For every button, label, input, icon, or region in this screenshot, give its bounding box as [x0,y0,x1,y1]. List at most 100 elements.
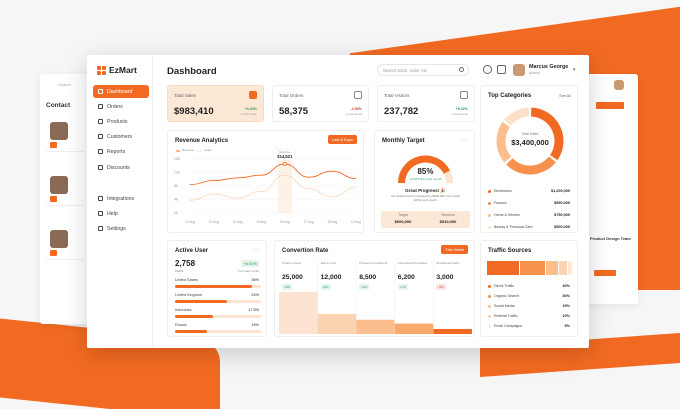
active-user-value: 2,758 [175,259,196,268]
legend-swatch [488,226,491,229]
legend-swatch [488,285,491,288]
sidebar-item-label: Reports [107,148,126,155]
sidebar-item-reports[interactable]: Reports [93,145,149,158]
traffic-source-name: Social Media [494,304,515,308]
stat-sub: vs last week [345,112,362,116]
chat-icon[interactable] [483,65,492,74]
traffic-segment[interactable] [558,261,567,275]
category-value: $950,000 [554,201,570,205]
period-button[interactable]: This Week [441,245,468,254]
avatar [50,176,68,194]
conversion-bar[interactable] [356,319,395,334]
x-tick-label: 15 Aug [256,220,266,224]
country-bar [175,300,261,303]
data-point [213,180,215,181]
target-headline: Great Progress! 🎉 [405,188,446,193]
stage-label: Product Views [282,261,302,265]
highlight-point[interactable] [282,161,287,166]
conversion-bar[interactable] [279,292,318,334]
legend-order: Order [204,148,212,152]
stage-value: 12,000 [320,274,342,281]
stage-change: -5% [436,284,446,290]
sidebar-item-integrations[interactable]: Integrations [93,192,149,205]
sidebar-item-discounts[interactable]: Discounts [93,161,149,174]
bell-icon[interactable] [497,65,506,74]
traffic-source-percent: 5% [564,324,571,328]
categories-donut-chart [496,107,564,175]
sidebar-item-orders[interactable]: Orders [93,100,149,113]
stage-label: Abandoned Carts [436,261,460,265]
page-title: Dashboard [167,66,217,77]
traffic-source-name: Email Campaigns [494,324,523,328]
country-bar-fill [175,285,253,288]
data-point [355,178,357,179]
donut-slice[interactable] [496,121,512,163]
more-icon[interactable]: ··· [252,247,260,253]
see-all-link[interactable]: See All [559,94,571,98]
traffic-segment[interactable] [545,261,558,275]
x-tick-label: 16 Aug [280,220,290,224]
traffic-source-name: Direct Traffic [494,284,515,288]
sidebar-item-settings[interactable]: Settings [93,222,149,235]
data-point [331,170,333,172]
x-tick-label: 12 Aug [185,220,195,224]
conversion-bar[interactable] [317,313,357,334]
donut-slice[interactable] [504,107,530,126]
traffic-segment[interactable] [520,261,545,275]
user-name: Marcus George [529,64,569,70]
brand-logo[interactable]: EzMart [97,65,137,75]
traffic-segment[interactable] [487,261,520,275]
revenue-analytics-card: Revenue Analytics Last 8 Days Revenue Or… [167,130,364,233]
data-point [284,174,286,176]
donut-total-label: Total Sales [521,132,539,136]
donut-slice[interactable] [530,107,564,161]
stage-change: +4% [359,284,370,290]
data-point [308,188,309,190]
phone-icon [50,142,57,148]
chevron-down-icon[interactable]: ▾ [573,67,576,73]
date-range-button[interactable]: Last 8 Days [327,135,357,144]
legend-swatch [488,190,491,193]
top-categories-card: Top Categories See All Total Sales $3,40… [480,85,578,233]
stat-sub: vs last week [451,112,468,116]
plug-icon [98,196,103,201]
y-tick-label: 0K [174,211,179,215]
x-tick-label: 14 Aug [232,220,242,224]
traffic-source-name: Referral Traffic [494,314,518,318]
conversion-bar[interactable] [394,323,434,334]
conversion-rate-card: Convertion Rate This Week Product Views 2… [274,240,475,337]
tooltip-value: $14,521 [277,154,293,159]
traffic-sources-card: Traffic Sources Direct Traffic 40% Organic… [480,240,578,337]
conversion-bar[interactable] [433,328,472,334]
percent-icon [98,165,103,170]
stat-sub: vs last week [240,112,257,116]
donut-slice[interactable] [506,156,556,175]
traffic-source-percent: 40% [562,284,570,288]
users-icon [98,134,103,139]
sidebar-item-help[interactable]: Help [93,207,149,220]
traffic-segment[interactable] [567,261,572,275]
legend-swatch [488,295,491,298]
stat-card: Total Visitors 237,782 +8.02% vs last week [377,85,475,122]
avatar [50,230,68,248]
stat-card: Total Orders 58,375 -2.89% vs last week [272,85,369,122]
left-ghost-panel: Search Contact [40,74,90,324]
more-icon[interactable]: ··· [460,137,468,143]
sidebar-item-products[interactable]: Products [93,115,149,128]
sidebar-item-customers[interactable]: Customers [93,130,149,143]
target-percent: 85% [417,167,434,176]
ghost-contact-title: Contact [46,102,71,109]
stage-label: Add to Cart [320,261,336,265]
donut-total-value: $3,400,000 [511,138,549,147]
legend-swatch [488,214,491,217]
stat-label: Total Orders [279,93,304,98]
country-bar-fill [175,300,227,303]
user-role: Admin [529,71,540,75]
search-input[interactable]: Search stock, order, etc [377,64,469,76]
country-name: United States [175,278,198,282]
country-name: United Kingdom [175,293,203,297]
ghost-search: Search [58,82,71,87]
sidebar-item-dashboard[interactable]: Dashboard [93,85,149,98]
avatar[interactable] [513,64,525,76]
traffic-stacked-bar [487,261,573,275]
